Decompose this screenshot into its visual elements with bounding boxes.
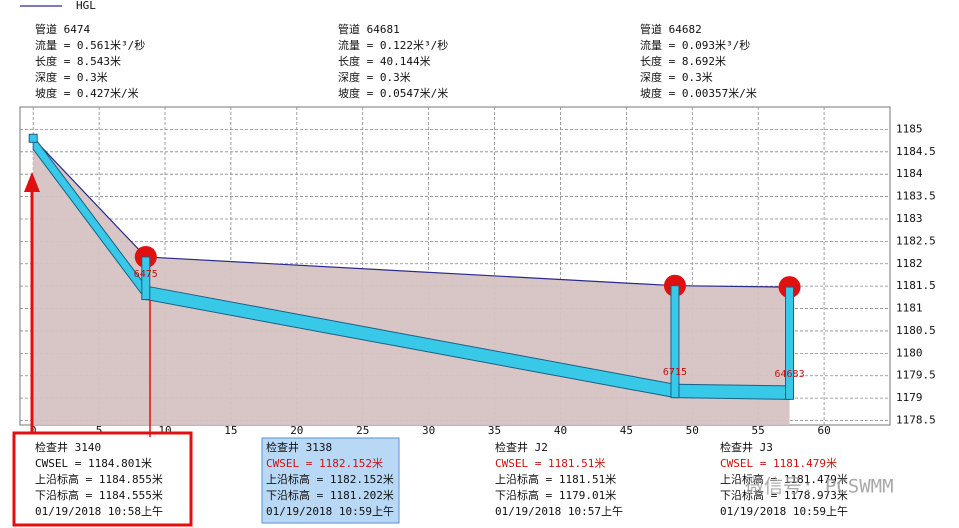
conduit-info: 长度 = 8.692米 bbox=[640, 54, 726, 68]
y-tick-label: 1182 bbox=[896, 257, 923, 270]
node-info: 01/19/2018 10:59上午 bbox=[266, 505, 394, 518]
node-info: 检查井 3138 bbox=[266, 440, 332, 454]
x-tick-label: 25 bbox=[356, 424, 369, 437]
highlight-box bbox=[12, 431, 193, 527]
selected-node-box bbox=[261, 437, 400, 524]
y-tick-label: 1183.5 bbox=[896, 190, 936, 203]
conduit bbox=[674, 383, 791, 400]
hgl-line bbox=[32, 137, 790, 288]
node-info: 下沿标高 = 1179.01米 bbox=[495, 488, 616, 502]
legend-label: HGL bbox=[76, 0, 96, 12]
conduit-info: 流量 = 0.122米³/秒 bbox=[338, 38, 448, 52]
y-tick-label: 1181 bbox=[896, 302, 923, 315]
y-tick-label: 1178.5 bbox=[896, 414, 936, 427]
conduit-info: 管道 6474 bbox=[35, 22, 90, 36]
watermark: 微信号: PCSWMM bbox=[745, 476, 894, 498]
node-info: CWSEL = 1184.801米 bbox=[35, 457, 152, 470]
x-tick-label: 30 bbox=[422, 424, 435, 437]
node-info: 01/19/2018 10:59上午 bbox=[720, 505, 848, 518]
node-marker bbox=[28, 133, 38, 143]
x-tick-label: 60 bbox=[817, 424, 830, 437]
node-info: 01/19/2018 10:57上午 bbox=[495, 505, 623, 518]
y-tick-label: 1185 bbox=[896, 122, 923, 135]
hgl-area bbox=[33, 138, 790, 426]
node-shaft bbox=[670, 285, 680, 399]
node-label: 6715 bbox=[663, 367, 687, 378]
conduit-info: 长度 = 40.144米 bbox=[338, 54, 431, 68]
x-tick-label: 55 bbox=[752, 424, 765, 437]
node-shaft bbox=[785, 286, 795, 400]
node-info: 上沿标高 = 1182.152米 bbox=[266, 472, 394, 486]
y-tick-label: 1184 bbox=[896, 167, 923, 180]
node-info: 上沿标高 = 1181.51米 bbox=[495, 472, 616, 486]
conduit-info: 坡度 = 0.0547米/米 bbox=[338, 86, 448, 100]
x-tick-label: 40 bbox=[554, 424, 567, 437]
y-tick-label: 1180.5 bbox=[896, 324, 936, 337]
node-label: 6475 bbox=[134, 269, 158, 280]
y-tick-label: 1181.5 bbox=[896, 279, 936, 292]
node-info: 01/19/2018 10:58上午 bbox=[35, 505, 163, 518]
x-tick-label: 20 bbox=[290, 424, 303, 437]
conduit-info: 深度 = 0.3米 bbox=[338, 70, 411, 84]
x-tick-label: 10 bbox=[158, 424, 171, 437]
x-tick-label: 50 bbox=[686, 424, 699, 437]
node-info: CWSEL = 1182.152米 bbox=[266, 457, 383, 470]
node-info: 下沿标高 = 1178.973米 bbox=[720, 488, 848, 502]
y-tick-label: 1183 bbox=[896, 212, 923, 225]
conduit-info: 管道 64681 bbox=[338, 22, 400, 36]
conduit-info: 流量 = 0.561米³/秒 bbox=[35, 38, 145, 52]
node-info: CWSEL = 1181.51米 bbox=[495, 457, 605, 470]
conduit-info: 深度 = 0.3米 bbox=[35, 70, 108, 84]
conduit-info: 深度 = 0.3米 bbox=[640, 70, 713, 84]
node-info: 上沿标高 = 1181.479米 bbox=[720, 472, 848, 486]
node-info: 下沿标高 = 1184.555米 bbox=[35, 488, 163, 502]
x-tick-label: 35 bbox=[488, 424, 501, 437]
annotation-arrow bbox=[24, 172, 40, 192]
y-tick-label: 1179 bbox=[896, 391, 923, 404]
x-tick-label: 45 bbox=[620, 424, 633, 437]
y-tick-label: 1180 bbox=[896, 346, 923, 359]
node-info: 检查井 J2 bbox=[495, 440, 548, 454]
conduit-info: 流量 = 0.093米³/秒 bbox=[640, 38, 750, 52]
conduit-info: 长度 = 8.543米 bbox=[35, 54, 121, 68]
node-info: 检查井 J3 bbox=[720, 440, 773, 454]
node-label: 64683 bbox=[774, 369, 804, 380]
x-tick-label: 15 bbox=[224, 424, 237, 437]
x-tick-label: 5 bbox=[96, 424, 103, 437]
conduit-info: 管道 64682 bbox=[640, 22, 702, 36]
node-info: 下沿标高 = 1181.202米 bbox=[266, 488, 394, 502]
conduit-info: 坡度 = 0.427米/米 bbox=[35, 86, 139, 100]
node-shaft bbox=[141, 256, 151, 301]
conduit-info: 坡度 = 0.00357米/米 bbox=[640, 86, 757, 100]
node-info: CWSEL = 1181.479米 bbox=[720, 457, 837, 470]
y-tick-label: 1179.5 bbox=[896, 369, 936, 382]
y-tick-label: 1184.5 bbox=[896, 145, 936, 158]
node-info: 检查井 3140 bbox=[35, 440, 101, 454]
y-tick-label: 1182.5 bbox=[896, 234, 936, 247]
node-info: 上沿标高 = 1184.855米 bbox=[35, 472, 163, 486]
